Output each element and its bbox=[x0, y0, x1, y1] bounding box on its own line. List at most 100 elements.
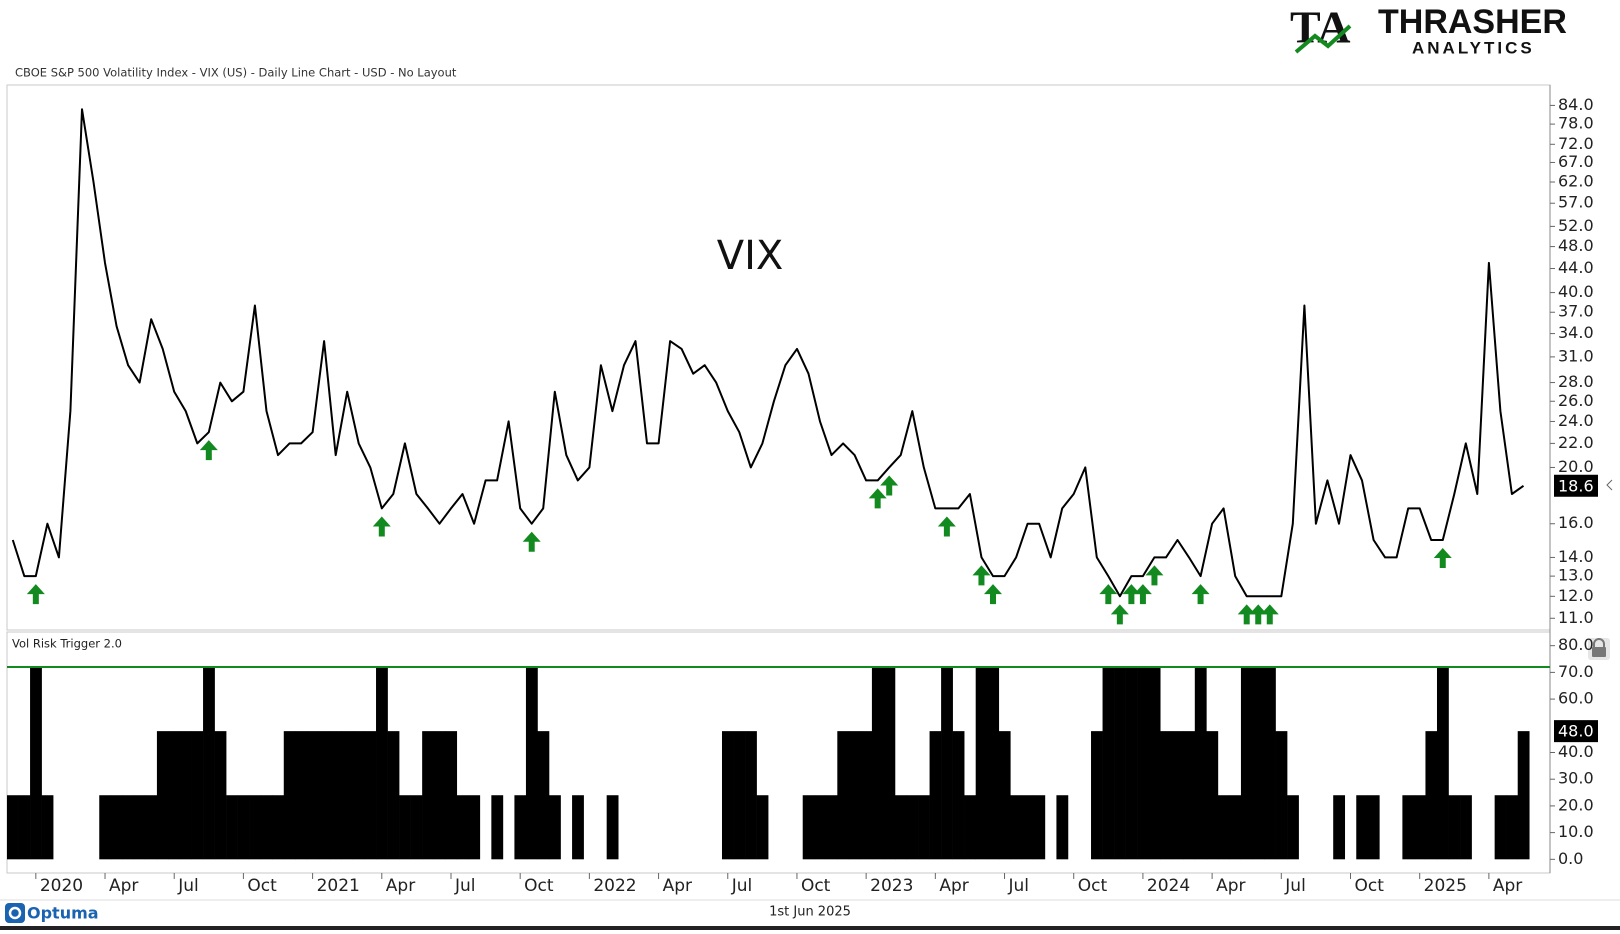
trigger-bar bbox=[1367, 795, 1380, 860]
trigger-bar bbox=[525, 667, 538, 860]
trigger-bar bbox=[1356, 795, 1369, 860]
trigger-bar bbox=[1448, 795, 1461, 860]
trigger-bar bbox=[745, 731, 757, 860]
trigger-bar bbox=[306, 731, 319, 860]
trigger-bar bbox=[814, 795, 827, 860]
vix-line bbox=[11, 108, 1525, 598]
x-tick-label: 2023 bbox=[870, 876, 913, 896]
y-tick-label: 44.0 bbox=[1558, 258, 1594, 277]
trigger-bar bbox=[341, 731, 354, 860]
bottom-bar bbox=[0, 926, 1620, 930]
x-tick-label: 2022 bbox=[593, 876, 636, 896]
trigger-bar bbox=[1148, 667, 1161, 860]
x-tick-label: Oct bbox=[524, 876, 554, 896]
trigger-bar bbox=[364, 731, 377, 860]
y-tick-label: 40.0 bbox=[1558, 742, 1594, 761]
logo-mark: TA bbox=[1290, 2, 1351, 53]
trigger-bar bbox=[237, 795, 250, 860]
signal-arrow bbox=[880, 475, 899, 496]
brand-icon-ring bbox=[8, 906, 22, 920]
signal-arrow bbox=[1191, 584, 1210, 605]
x-tick-label: Apr bbox=[939, 876, 968, 896]
y-tick-label: 13.0 bbox=[1558, 566, 1594, 585]
trigger-bar bbox=[249, 795, 262, 860]
lock-icon bbox=[1588, 638, 1610, 660]
trigger-bar bbox=[203, 667, 215, 860]
trigger-bar bbox=[168, 731, 181, 860]
y-tick-label: 78.0 bbox=[1558, 114, 1594, 133]
trigger-bar bbox=[491, 795, 504, 860]
x-tick-label: 2020 bbox=[40, 876, 83, 896]
trigger-bar bbox=[1460, 795, 1472, 860]
signal-arrow bbox=[372, 516, 391, 537]
trigger-bar bbox=[848, 731, 861, 860]
signal-arrow bbox=[1133, 584, 1152, 605]
trigger-bar bbox=[987, 667, 1000, 860]
last-value-box bbox=[1554, 474, 1598, 497]
trigger-bar bbox=[952, 731, 965, 860]
trigger-bar bbox=[410, 795, 423, 860]
trigger-bar bbox=[1137, 667, 1149, 860]
brand-name: Optuma bbox=[27, 904, 99, 923]
trigger-bar bbox=[964, 795, 976, 860]
trigger-bar bbox=[445, 731, 458, 860]
y-tick-label: 11.0 bbox=[1558, 608, 1594, 627]
y-tick-label: 37.0 bbox=[1558, 302, 1594, 321]
y-tick-label: 22.0 bbox=[1558, 433, 1594, 452]
chart-header: CBOE S&P 500 Volatility Index - VIX (US)… bbox=[15, 66, 457, 80]
x-tick-label: Oct bbox=[247, 876, 277, 896]
trigger-bar bbox=[7, 795, 19, 860]
trigger-bar bbox=[133, 795, 146, 860]
trigger-bar bbox=[1494, 795, 1507, 860]
trigger-bar bbox=[456, 795, 469, 860]
signal-arrow bbox=[972, 565, 991, 586]
trigger-bar bbox=[1425, 731, 1438, 860]
trigger-bar bbox=[1229, 795, 1242, 860]
y-tick-label: 20.0 bbox=[1558, 795, 1594, 814]
trigger-bar bbox=[1413, 795, 1426, 860]
trigger-bar bbox=[606, 795, 619, 860]
panel-title: Vol Risk Trigger 2.0 bbox=[12, 637, 122, 651]
x-tick-label: Apr bbox=[663, 876, 692, 896]
signal-arrow bbox=[199, 440, 218, 461]
trigger-bar bbox=[387, 731, 400, 860]
trigger-bar bbox=[376, 667, 388, 860]
y-tick-label: 67.0 bbox=[1558, 152, 1594, 171]
x-tick-label: 2024 bbox=[1147, 876, 1190, 896]
signal-arrow bbox=[937, 516, 956, 537]
trigger-bar bbox=[1021, 795, 1034, 860]
trigger-bar bbox=[399, 795, 411, 860]
trigger-bar bbox=[1275, 731, 1288, 860]
trigger-bar bbox=[894, 795, 907, 860]
trigger-bar bbox=[122, 795, 135, 860]
x-tick-label: 2021 bbox=[317, 876, 360, 896]
logo-tagline: ANALYTICS bbox=[1412, 38, 1535, 57]
trigger-bar bbox=[549, 795, 561, 860]
y-tick-label: 12.0 bbox=[1558, 586, 1594, 605]
x-tick-label: Apr bbox=[386, 876, 415, 896]
y-tick-label: 10.0 bbox=[1558, 822, 1594, 841]
y-tick-label: 30.0 bbox=[1558, 769, 1594, 788]
last-value-box bbox=[1554, 720, 1598, 743]
trigger-bar bbox=[1102, 667, 1115, 860]
trigger-bar bbox=[41, 795, 54, 860]
chart-title: VIX bbox=[717, 233, 784, 279]
trigger-bar bbox=[1264, 667, 1276, 860]
scroll-arrow[interactable] bbox=[1606, 479, 1613, 491]
trigger-bar bbox=[1436, 667, 1449, 860]
signal-arrow bbox=[983, 584, 1002, 605]
trigger-bar bbox=[572, 795, 584, 860]
trigger-bar bbox=[871, 667, 884, 860]
trigger-bar bbox=[975, 667, 988, 860]
x-tick-label: 2025 bbox=[1424, 876, 1467, 896]
signal-arrow bbox=[26, 584, 45, 605]
trigger-bar bbox=[1240, 667, 1253, 860]
x-tick-label: Jul bbox=[177, 876, 199, 896]
y-tick-label: 28.0 bbox=[1558, 372, 1594, 391]
trigger-bar bbox=[272, 795, 285, 860]
trigger-bar bbox=[156, 731, 169, 860]
x-tick-label: Oct bbox=[1078, 876, 1108, 896]
trigger-bar bbox=[433, 731, 446, 860]
